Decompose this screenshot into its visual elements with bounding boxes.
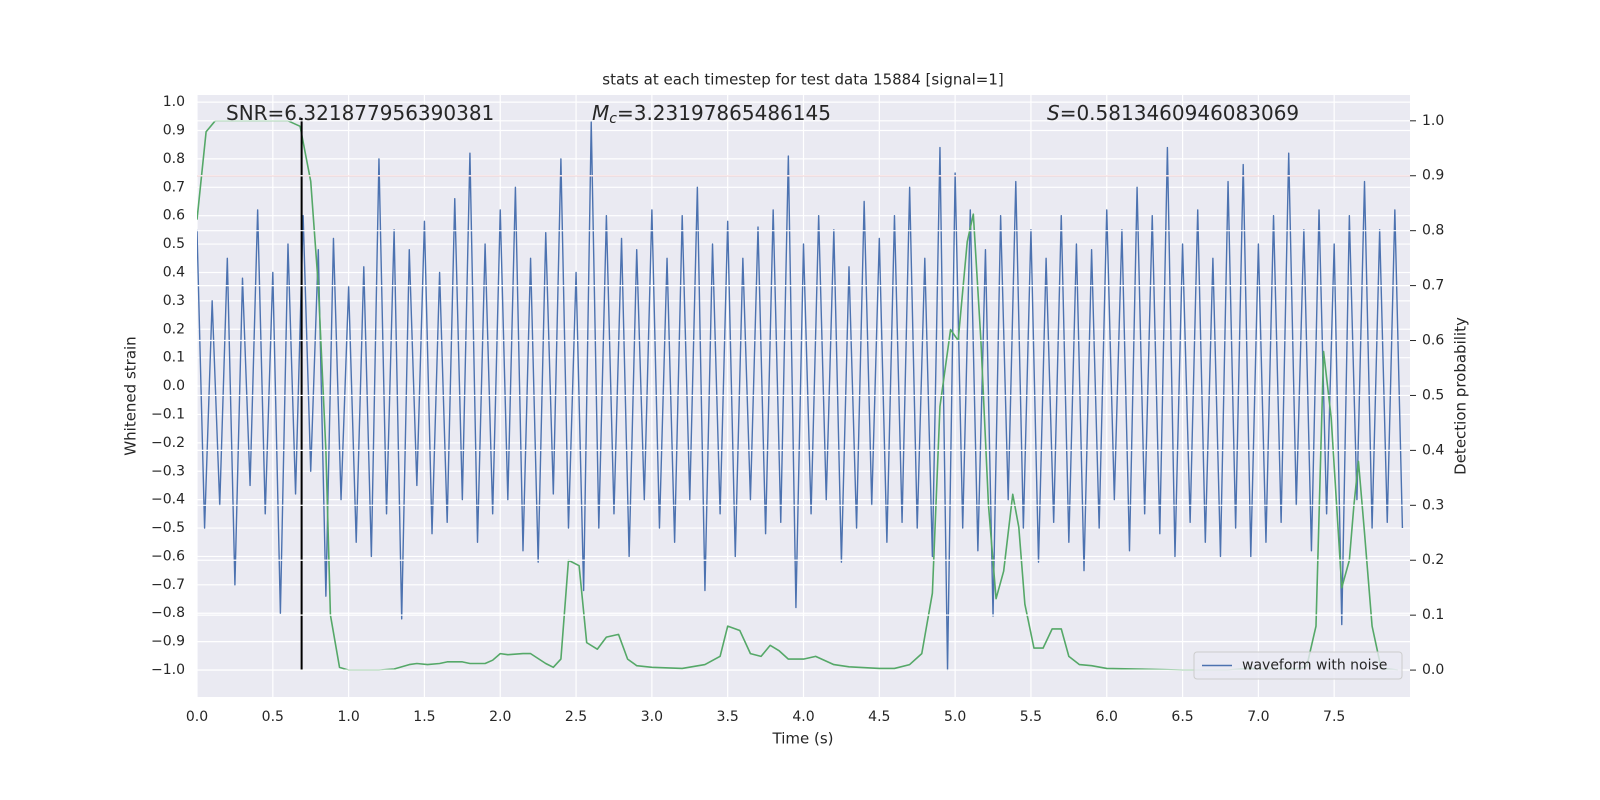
x-tick-label: 4.5 xyxy=(868,709,890,725)
y-tick-label: −0.7 xyxy=(151,577,185,593)
y-tick-label: −1.0 xyxy=(151,662,185,678)
x-tick-label: 3.0 xyxy=(641,709,663,725)
y2-tick-label: 0.4 xyxy=(1422,442,1444,458)
annotation-text: =3.23197865486145 xyxy=(617,101,831,125)
annotation-subscript: c xyxy=(609,111,617,127)
x-tick-label: 2.0 xyxy=(489,709,511,725)
y-tick-label: −0.8 xyxy=(151,605,185,621)
y2-tick-label: 0.5 xyxy=(1422,387,1444,403)
y-tick-label: 0.2 xyxy=(163,321,185,337)
y-tick-label: 0.0 xyxy=(163,378,185,394)
y2-tick-label: 0.1 xyxy=(1422,607,1444,623)
y-axis-label: Whitened strain xyxy=(122,336,140,455)
x-axis-label: Time (s) xyxy=(772,730,834,748)
annotation-text: =0.5813460946083069 xyxy=(1060,101,1299,125)
y2-tick-label: 1.0 xyxy=(1422,113,1444,129)
legend-box xyxy=(1193,651,1403,680)
y2-tick-label: 0.2 xyxy=(1422,552,1444,568)
x-tick-label: 5.0 xyxy=(944,709,966,725)
annotation: S=0.5813460946083069 xyxy=(1047,101,1299,125)
x-tick-label: 6.5 xyxy=(1171,709,1193,725)
x-tick-label: 0.5 xyxy=(262,709,284,725)
y2-tick-label: 0.7 xyxy=(1422,278,1444,294)
y-tick-label: 0.3 xyxy=(163,293,185,309)
x-tick-label: 7.0 xyxy=(1247,709,1269,725)
x-tick-label: 1.0 xyxy=(337,709,359,725)
annotation: SNR=6.321877956390381 xyxy=(226,101,494,125)
y-tick-label: 0.9 xyxy=(163,122,185,138)
y-tick-label: 0.1 xyxy=(163,350,185,366)
y2-tick-label: 0.3 xyxy=(1422,497,1444,513)
y-tick-label: −0.5 xyxy=(151,520,185,536)
x-tick-label: 7.5 xyxy=(1323,709,1345,725)
y-tick-label: −0.4 xyxy=(151,492,185,508)
x-tick-label: 5.5 xyxy=(1020,709,1042,725)
y-tick-label: −0.2 xyxy=(151,435,185,451)
x-tick-label: 0.0 xyxy=(186,709,208,725)
legend-text: waveform with noise xyxy=(1242,658,1387,674)
y2-tick-label: 0.0 xyxy=(1422,662,1444,678)
y-tick-label: 0.8 xyxy=(163,151,185,167)
y-tick-label: 0.7 xyxy=(163,179,185,195)
x-tick-label: 1.5 xyxy=(413,709,435,725)
y-tick-label: −0.1 xyxy=(151,406,185,422)
x-tick-label: 6.0 xyxy=(1096,709,1118,725)
y-tick-label: 0.4 xyxy=(163,264,185,280)
y-tick-label: 0.6 xyxy=(163,208,185,224)
x-tick-label: 4.0 xyxy=(792,709,814,725)
y-tick-label: −0.3 xyxy=(151,463,185,479)
y2-tick-label: 0.6 xyxy=(1422,333,1444,349)
chart-title: stats at each timestep for test data 158… xyxy=(602,71,1003,89)
x-tick-label: 3.5 xyxy=(717,709,739,725)
y-tick-label: 1.0 xyxy=(163,94,185,110)
y-tick-label: 0.5 xyxy=(163,236,185,252)
y2-tick-label: 0.8 xyxy=(1422,223,1444,239)
labels: 0.0 0.5 1.0 1.5 2.0 2.5 3.0 3.5 4.0 4.5 5.0 5.5 6.0 6… xyxy=(151,94,1444,725)
y-tick-label: −0.6 xyxy=(151,548,185,564)
y2-axis-label: Detection probability xyxy=(1452,317,1470,475)
y2-tick-label: 0.9 xyxy=(1422,168,1444,184)
annotation-symbol: S xyxy=(1047,101,1060,125)
annotation: Mc=3.23197865486145 xyxy=(592,101,831,128)
annotation-text: SNR=6.321877956390381 xyxy=(226,101,494,125)
annotation-symbol: M xyxy=(592,101,609,125)
series-line xyxy=(197,121,1404,671)
y-tick-label: −0.9 xyxy=(151,634,185,650)
x-tick-label: 2.5 xyxy=(565,709,587,725)
